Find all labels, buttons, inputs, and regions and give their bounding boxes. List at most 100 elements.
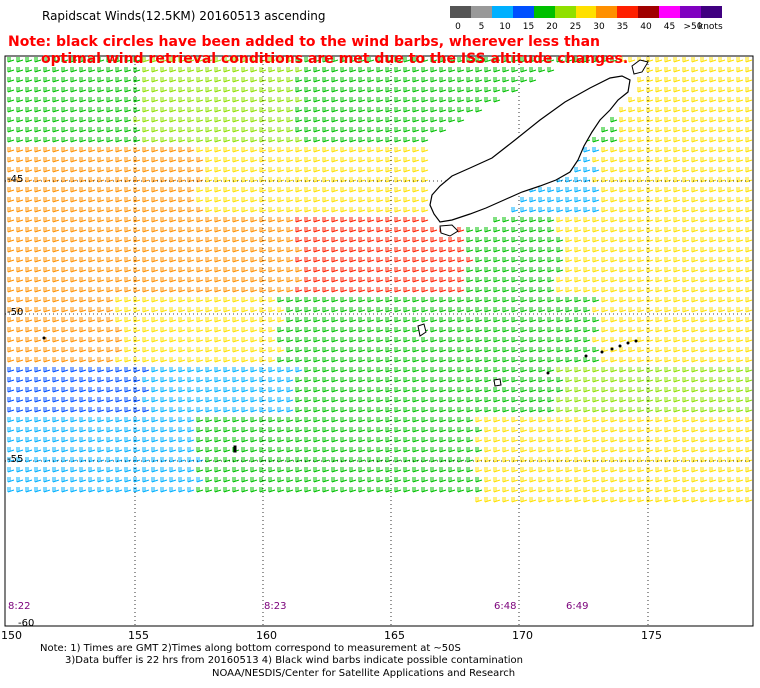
wind-barb: [196, 77, 204, 83]
wind-barb: [655, 77, 663, 83]
wind-barb: [547, 237, 555, 243]
wind-barb: [124, 477, 132, 483]
wind-barb: [520, 357, 528, 363]
wind-barb: [214, 467, 222, 473]
wind-barb: [88, 487, 96, 493]
legend-label: 10: [499, 22, 511, 32]
wind-barb: [700, 247, 708, 253]
wind-barb: [637, 147, 645, 153]
wind-barb: [259, 87, 267, 93]
wind-barb: [223, 177, 231, 183]
wind-barb: [547, 277, 555, 283]
wind-barb: [601, 267, 609, 273]
wind-barb: [16, 477, 24, 483]
wind-barb: [367, 257, 375, 263]
wind-barb: [511, 467, 519, 473]
wind-barb: [232, 357, 240, 363]
legend-swatch: [491, 6, 514, 18]
wind-barb: [421, 277, 429, 283]
wind-barb: [718, 227, 726, 233]
wind-barb: [637, 497, 645, 503]
wind-barb: [484, 247, 492, 253]
wind-barb: [736, 267, 744, 273]
wind-barb: [142, 467, 150, 473]
wind-barb: [106, 67, 114, 73]
wind-barb: [160, 287, 168, 293]
wind-barb: [25, 187, 33, 193]
wind-barb: [574, 397, 582, 403]
wind-barb: [232, 257, 240, 263]
wind-barb: [421, 197, 429, 203]
wind-barb: [664, 107, 672, 113]
wind-barb: [484, 297, 492, 303]
wind-barb: [25, 297, 33, 303]
wind-barb: [106, 417, 114, 423]
wind-barb: [223, 257, 231, 263]
wind-barb: [718, 477, 726, 483]
wind-barb: [637, 417, 645, 423]
legend-swatch: [575, 6, 597, 18]
wind-barb: [133, 437, 141, 443]
wind-barb: [520, 407, 528, 413]
wind-barb: [106, 277, 114, 283]
wind-barb: [79, 327, 87, 333]
wind-barb: [205, 187, 213, 193]
wind-barb: [412, 227, 420, 233]
wind-barb: [745, 207, 753, 213]
wind-barb: [403, 167, 411, 173]
wind-barb: [331, 117, 339, 123]
wind-barb: [349, 217, 357, 223]
wind-barb: [43, 77, 51, 83]
wind-barb: [43, 247, 51, 253]
wind-barb: [484, 377, 492, 383]
wind-barb: [673, 327, 681, 333]
wind-barb: [619, 217, 627, 223]
wind-barb: [52, 427, 60, 433]
wind-barb: [124, 167, 132, 173]
wind-barb: [394, 87, 402, 93]
wind-barb: [295, 377, 303, 383]
wind-barb: [574, 167, 582, 173]
wind-barb: [412, 407, 420, 413]
wind-barb: [223, 347, 231, 353]
wind-barb: [70, 137, 78, 143]
wind-barb: [547, 207, 555, 213]
wind-barb: [277, 247, 285, 253]
wind-barb: [205, 387, 213, 393]
wind-barb: [331, 147, 339, 153]
wind-barb: [187, 307, 195, 313]
wind-barb: [205, 157, 213, 163]
wind-barb: [43, 367, 51, 373]
wind-barb: [502, 397, 510, 403]
wind-barb: [97, 97, 105, 103]
wind-barb: [475, 247, 483, 253]
wind-barb: [313, 67, 321, 73]
wind-barb: [709, 57, 717, 63]
wind-barb: [115, 487, 123, 493]
wind-barb: [547, 477, 555, 483]
wind-barb: [151, 317, 159, 323]
wind-barb: [403, 437, 411, 443]
wind-barb: [124, 117, 132, 123]
wind-barb: [664, 87, 672, 93]
wind-barb: [538, 367, 546, 373]
wind-barb: [421, 97, 429, 103]
wind-barb: [412, 387, 420, 393]
wind-barb: [169, 217, 177, 223]
wind-barb: [592, 167, 600, 173]
wind-barb: [529, 57, 537, 63]
wind-barb: [745, 277, 753, 283]
wind-barb: [682, 317, 690, 323]
wind-barb: [574, 207, 582, 213]
wind-barb: [583, 497, 591, 503]
wind-barb: [79, 167, 87, 173]
wind-barb: [664, 137, 672, 143]
wind-barb: [340, 267, 348, 273]
wind-barb: [385, 337, 393, 343]
wind-barb: [655, 437, 663, 443]
wind-barb: [403, 197, 411, 203]
wind-barb: [142, 57, 150, 63]
wind-barb: [412, 217, 420, 223]
wind-barb: [304, 227, 312, 233]
wind-barb: [745, 287, 753, 293]
